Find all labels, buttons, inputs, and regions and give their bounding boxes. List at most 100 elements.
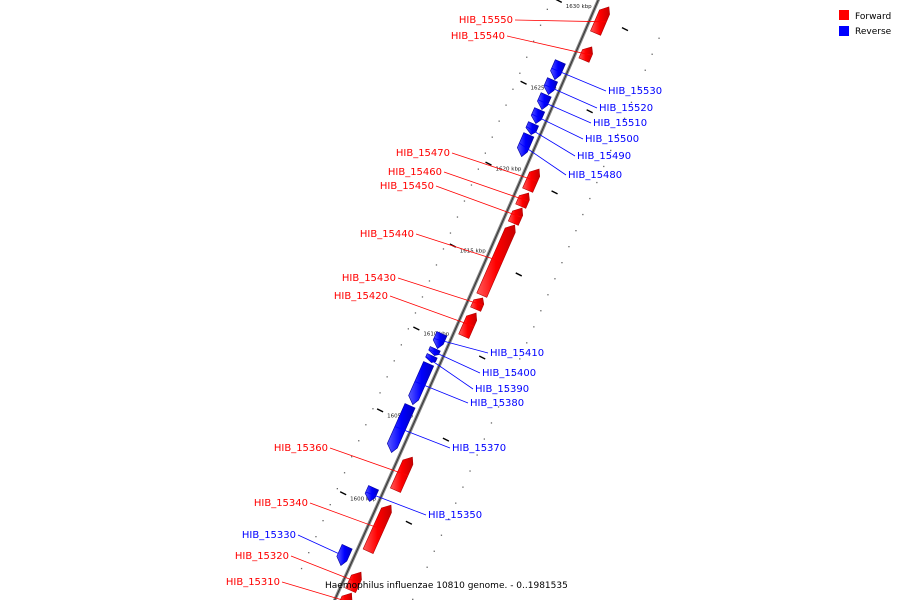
tick-mark — [478, 355, 486, 360]
scale-dot — [351, 456, 353, 458]
gene-arrow-hib-15360[interactable] — [390, 456, 414, 493]
tick-mark — [520, 80, 527, 85]
gene-arrow-hib-15550[interactable] — [590, 6, 610, 36]
gene-arrow-hib-15310[interactable] — [338, 592, 353, 600]
gene-leader-line — [281, 581, 344, 600]
scale-dot — [498, 120, 500, 122]
scale-dot — [300, 567, 303, 570]
scale-dot — [582, 213, 584, 216]
gene-label-hib-15430[interactable]: HIB_15430 — [342, 273, 396, 284]
scale-dot — [329, 504, 331, 506]
gene-label-hib-15450[interactable]: HIB_15450 — [380, 181, 434, 192]
gene-label-hib-15440[interactable]: HIB_15440 — [360, 229, 414, 240]
gene-leader-line — [506, 35, 593, 56]
scale-dot — [644, 69, 646, 71]
gene-leader-line — [544, 84, 598, 109]
gene-label-hib-15530[interactable]: HIB_15530 — [608, 86, 662, 97]
tick-label: 1625 kbp — [531, 86, 557, 92]
gene-label-hib-15420[interactable]: HIB_15420 — [334, 291, 388, 302]
gene-leader-line — [425, 356, 474, 390]
scale-dot — [630, 101, 633, 103]
gene-arrow-hib-15510[interactable] — [537, 92, 552, 111]
gene-arrow-hib-15450[interactable] — [507, 207, 524, 226]
scale-dot — [435, 264, 438, 266]
scale-dot — [658, 37, 660, 39]
gene-label-hib-15500[interactable]: HIB_15500 — [585, 134, 639, 145]
scale-dot — [407, 328, 409, 330]
scale-dot — [315, 536, 317, 538]
gene-label-hib-15460[interactable]: HIB_15460 — [388, 167, 442, 178]
gene-label-hib-15520[interactable]: HIB_15520 — [599, 103, 653, 114]
legend-forward-swatch — [839, 10, 849, 20]
tick-label: 1600 kbp — [350, 496, 376, 502]
scale-dot — [477, 168, 479, 170]
genome-caption: Haemophilus influenzae 10810 genome. - 0… — [325, 581, 568, 591]
gene-arrow-hib-15430[interactable] — [470, 297, 485, 312]
gene-arrow-hib-15330[interactable] — [336, 544, 353, 566]
gene-arrow-hib-15340[interactable] — [362, 504, 392, 554]
gene-arrow-hib-15380[interactable] — [408, 361, 435, 406]
gene-leader-line — [394, 426, 451, 449]
scale-dot — [336, 488, 338, 490]
gene-label-hib-15350[interactable]: HIB_15350 — [428, 510, 482, 521]
scale-dot — [519, 72, 521, 74]
gene-label-hib-15320[interactable]: HIB_15320 — [235, 551, 289, 562]
legend-reverse-swatch — [839, 26, 849, 36]
scale-dot — [483, 438, 485, 440]
scale-dot — [322, 520, 324, 522]
gene-arrow-hib-15530[interactable] — [550, 59, 566, 81]
gene-label-hib-15550[interactable]: HIB_15550 — [459, 15, 513, 26]
gene-arrow-hib-15460[interactable] — [515, 192, 530, 209]
gene-label-hib-15480[interactable]: HIB_15480 — [568, 170, 622, 181]
scale-dot — [575, 230, 577, 232]
gene-label-hib-15410[interactable]: HIB_15410 — [490, 348, 544, 359]
gene-leader-line — [443, 171, 529, 202]
gene-label-hib-15490[interactable]: HIB_15490 — [577, 151, 631, 162]
gene-label-hib-15400[interactable]: HIB_15400 — [482, 368, 536, 379]
gene-arrow-hib-15350[interactable] — [364, 485, 379, 502]
tick-mark — [551, 190, 558, 195]
gene-arrow-hib-15470[interactable] — [522, 168, 541, 193]
gene-arrow-hib-15440[interactable] — [476, 224, 516, 298]
gene-arrow-hib-15490[interactable] — [525, 121, 539, 135]
gene-arrow-hib-15540[interactable] — [578, 46, 593, 63]
gene-arrow-hib-15320[interactable] — [345, 571, 362, 593]
gene-label-hib-15380[interactable]: HIB_15380 — [470, 398, 524, 409]
gene-leader-line — [451, 152, 538, 182]
gene-label-hib-15310[interactable]: HIB_15310 — [226, 577, 280, 588]
tick-mark — [586, 109, 593, 114]
gene-label-hib-15510[interactable]: HIB_15510 — [593, 118, 647, 129]
gene-arrow-hib-15420[interactable] — [458, 312, 478, 339]
scale-dot — [308, 552, 310, 554]
gene-leader-line — [531, 113, 584, 140]
gene-leader-line — [537, 99, 592, 124]
legend: Forward Reverse — [839, 10, 892, 37]
scale-dot — [400, 344, 402, 346]
scale-dot — [358, 440, 360, 442]
scale-dot — [546, 8, 548, 10]
gene-label-hib-15360[interactable]: HIB_15360 — [274, 443, 328, 454]
gene-leader-line — [433, 338, 489, 354]
tick-mark — [555, 0, 563, 3]
gene-arrow-hib-15390[interactable] — [425, 353, 438, 363]
scale-dot — [448, 518, 450, 520]
scale-dot — [440, 534, 443, 536]
gene-leader-line — [365, 491, 427, 516]
scale-dot — [540, 310, 542, 312]
scale-dot — [442, 248, 445, 250]
gene-arrow-hib-15500[interactable] — [530, 107, 546, 125]
scale-dot — [343, 472, 346, 474]
gene-labels: HIB_15310 HIB_15320 HIB_15330 HIB_15340 HIB_… — [226, 15, 662, 600]
gene-label-hib-15330[interactable]: HIB_15330 — [242, 530, 296, 541]
tick-label: 1620 kbp — [496, 167, 522, 173]
scale-dot — [610, 149, 612, 152]
gene-label-hib-15340[interactable]: HIB_15340 — [254, 498, 308, 509]
gene-label-hib-15470[interactable]: HIB_15470 — [396, 148, 450, 159]
gene-label-hib-15370[interactable]: HIB_15370 — [452, 443, 506, 454]
gene-arrow-hib-15370[interactable] — [386, 403, 416, 453]
gene-arrow-hib-15520[interactable] — [543, 77, 558, 96]
scale-dot — [428, 280, 431, 282]
gene-label-hib-15390[interactable]: HIB_15390 — [475, 384, 529, 395]
gene-label-hib-15540[interactable]: HIB_15540 — [451, 31, 505, 42]
